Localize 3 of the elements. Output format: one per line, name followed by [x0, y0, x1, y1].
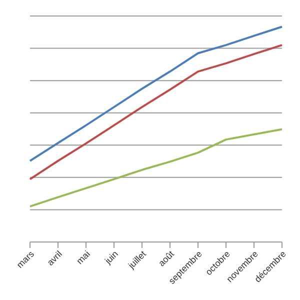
- x-tick-label: juin: [102, 248, 120, 267]
- x-tick-label: mai: [74, 248, 92, 266]
- x-tick-label: avril: [45, 248, 64, 268]
